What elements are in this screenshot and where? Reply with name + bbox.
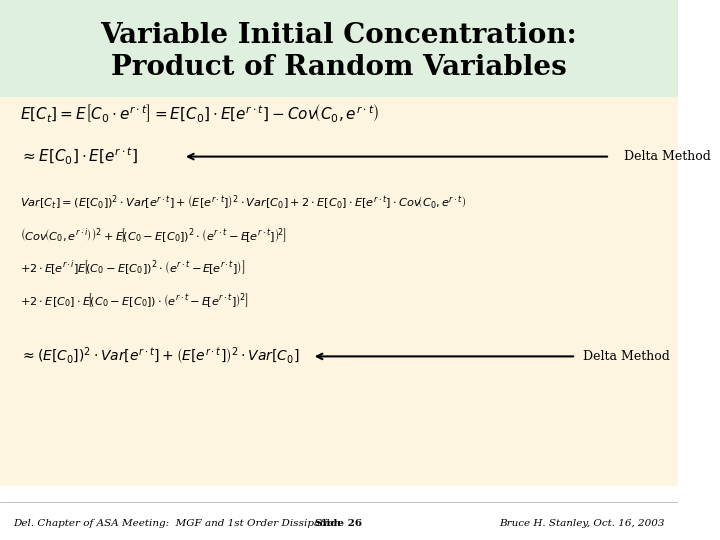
- Text: Delta Method: Delta Method: [624, 150, 711, 163]
- Text: $\approx E\left[C_0\right] \cdot E\left[e^{r \cdot t}\right]$: $\approx E\left[C_0\right] \cdot E\left[…: [20, 146, 138, 167]
- Text: $\left(Cov\!\left(C_0, e^{r \cdot i}\right)\right)^2 + E\!\left[\!\left(C_0 - E\: $\left(Cov\!\left(C_0, e^{r \cdot i}\rig…: [20, 226, 287, 244]
- Text: Bruce H. Stanley, Oct. 16, 2003: Bruce H. Stanley, Oct. 16, 2003: [499, 519, 665, 528]
- Text: Del. Chapter of ASA Meeting:  MGF and 1st Order Dissipation: Del. Chapter of ASA Meeting: MGF and 1st…: [14, 519, 341, 528]
- FancyBboxPatch shape: [0, 97, 678, 486]
- Text: $Var\left[C_t\right] = \left(E\left[C_0\right]\right)^2 \cdot Var\left[e^{r \cdo: $Var\left[C_t\right] = \left(E\left[C_0\…: [20, 194, 467, 211]
- Text: Product of Random Variables: Product of Random Variables: [111, 54, 567, 81]
- FancyBboxPatch shape: [0, 0, 678, 97]
- FancyBboxPatch shape: [0, 486, 678, 540]
- Text: Slide 26: Slide 26: [315, 519, 362, 528]
- Text: $E\left[C_t\right] = E\left[C_0 \cdot e^{r \cdot t}\right] = E\left[C_0\right] \: $E\left[C_t\right] = E\left[C_0 \cdot e^…: [20, 103, 379, 124]
- Text: Delta Method: Delta Method: [583, 350, 670, 363]
- Text: $+ 2 \cdot E\!\left[e^{r \cdot i}\right] E\!\left[\!\left(C_0 - E\left[C_0\right: $+ 2 \cdot E\!\left[e^{r \cdot i}\right]…: [20, 259, 246, 276]
- Text: $\approx \left(E\left[C_0\right]\right)^2 \cdot Var\left[e^{r \cdot t}\right] + : $\approx \left(E\left[C_0\right]\right)^…: [20, 346, 300, 367]
- Text: $+ 2 \cdot E\left[C_0\right] \cdot E\!\left[\!\left(C_0 - E\left[C_0\right]\righ: $+ 2 \cdot E\left[C_0\right] \cdot E\!\l…: [20, 291, 249, 308]
- Text: Variable Initial Concentration:: Variable Initial Concentration:: [101, 22, 577, 49]
